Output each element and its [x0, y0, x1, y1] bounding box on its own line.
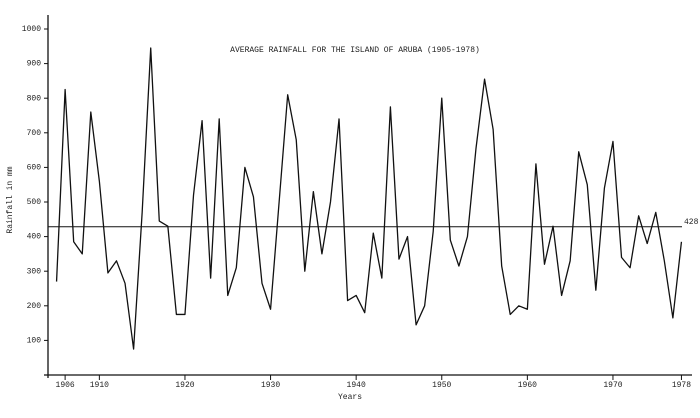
y-tick-label: 700: [27, 129, 42, 138]
mean-label: 428.5: [684, 218, 700, 227]
rainfall-line: [55, 47, 683, 350]
y-tick-label: 100: [27, 337, 42, 346]
y-tick-label: 500: [27, 198, 42, 207]
x-tick-label: 1906: [56, 381, 75, 390]
y-tick-label: 800: [27, 94, 42, 103]
x-tick-label: 1910: [90, 381, 109, 390]
x-tick-label: 1940: [347, 381, 366, 390]
y-tick-label: 300: [27, 267, 42, 276]
y-tick-label: 600: [27, 164, 42, 173]
y-tick-label: 200: [27, 302, 42, 311]
x-tick-label: 1920: [175, 381, 194, 390]
chart-title: AVERAGE RAINFALL FOR THE ISLAND OF ARUBA…: [230, 46, 480, 55]
y-tick-label: 1000: [22, 25, 41, 34]
x-tick-label: 1960: [518, 381, 537, 390]
y-tick-label: 900: [27, 60, 42, 69]
x-tick-label: 1978: [672, 381, 691, 390]
y-tick-label: 400: [27, 233, 42, 242]
x-axis-label: Years: [338, 393, 362, 402]
x-tick-label: 1950: [432, 381, 451, 390]
x-tick-label: 1930: [261, 381, 280, 390]
y-axis-label: Rainfall in mm: [6, 166, 15, 233]
x-tick-label: 1970: [603, 381, 622, 390]
